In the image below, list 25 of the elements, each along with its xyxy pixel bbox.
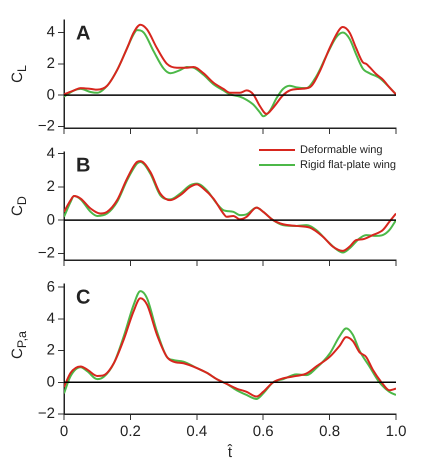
x-tick-label: 1.0 — [386, 423, 406, 440]
y-tick-label: 4 — [46, 310, 55, 328]
chart-title: C — [76, 286, 90, 309]
x-tick-label: 0.4 — [186, 423, 208, 440]
y-tick-label: 2 — [46, 54, 55, 72]
legend-label: Deformable wing — [300, 144, 383, 156]
y-tick-label: 0 — [46, 373, 55, 390]
x-tick-label: 0 — [60, 423, 68, 440]
x-tick-label: 0.2 — [120, 423, 141, 440]
y-tick-label: −2 — [38, 244, 55, 262]
x-axis-title: t̂ — [226, 444, 233, 462]
y-tick-label: −2 — [38, 118, 55, 135]
x-tick-label: 0.6 — [252, 423, 274, 440]
y-tick-label: 4 — [46, 24, 55, 41]
x-tick-label: 0.8 — [319, 423, 340, 440]
legend-label: Rigid flat-plate wing — [300, 159, 396, 171]
y-tick-label: 4 — [46, 144, 55, 162]
y-tick-label: −2 — [38, 405, 55, 422]
y-tick-label: 0 — [46, 211, 55, 228]
y-tick-label: 2 — [46, 342, 55, 359]
chart-title: B — [76, 154, 90, 177]
y-tick-label: 0 — [46, 86, 55, 104]
chart-title: A — [76, 22, 90, 45]
y-tick-label: 6 — [46, 278, 55, 296]
y-tick-label: 2 — [46, 178, 55, 196]
